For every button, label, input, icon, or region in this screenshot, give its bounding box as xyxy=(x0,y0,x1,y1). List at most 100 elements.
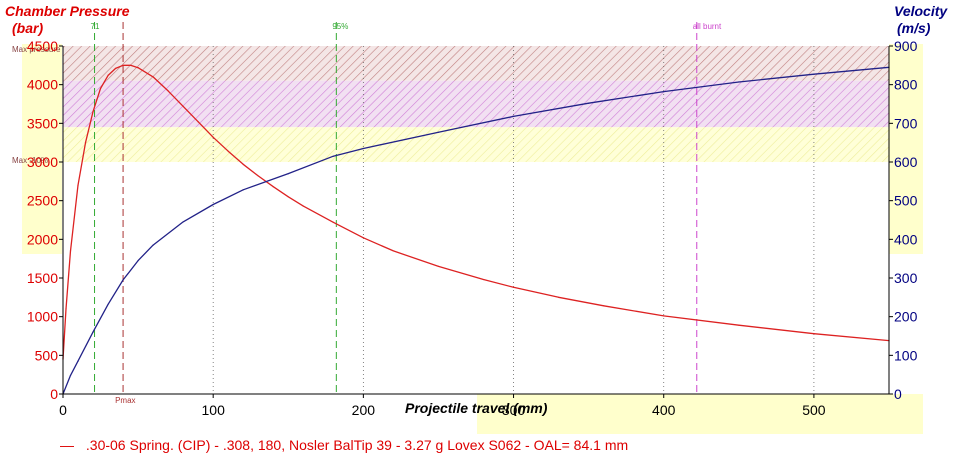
series-0-point-21 xyxy=(287,196,289,198)
series-1-point-17 xyxy=(663,91,665,93)
right-shade xyxy=(889,44,923,254)
x-tick-label-5: 500 xyxy=(802,402,826,418)
series-0-point-9 xyxy=(122,64,124,66)
series-0-point-5 xyxy=(92,111,94,113)
series-1-point-12 xyxy=(332,155,334,157)
series-0-point-29 xyxy=(558,296,560,298)
series-0-point-20 xyxy=(272,186,274,188)
pressure-bands: Max pressure Max -10% xyxy=(12,45,889,165)
x-tick-label-0: 0 xyxy=(59,402,67,418)
band-label-2: Max -10% xyxy=(12,156,48,165)
series-0-point-28 xyxy=(512,286,515,288)
series-0-point-8 xyxy=(114,67,117,70)
series-0-point-4 xyxy=(84,142,87,144)
y-right-title-line2: (m/s) xyxy=(897,20,931,36)
y-left-tick-label-8: 4000 xyxy=(27,77,58,93)
series-1-point-6 xyxy=(137,260,139,262)
series-0-point-32 xyxy=(738,324,740,326)
series-1-point-3 xyxy=(92,331,94,333)
series-1-point-5 xyxy=(122,279,124,281)
y-right-tick-labels: 0 100 200 300 400 500 600 700 800 900 xyxy=(889,38,918,402)
x-tick-label-4: 400 xyxy=(652,402,676,418)
x-tick-label-1: 100 xyxy=(202,402,226,418)
y-left-tick-labels: 0 500 1000 1500 2000 2500 3000 3500 4000 4500 xyxy=(27,38,63,402)
series-1-point-13 xyxy=(362,147,364,150)
y-right-tick-label-3: 300 xyxy=(894,270,918,286)
series-0-point-14 xyxy=(182,105,184,107)
series-1-point-11 xyxy=(287,173,289,175)
y-left-tick-label-7: 3500 xyxy=(27,115,58,131)
series-1-point-15 xyxy=(512,115,515,117)
legend: — .30-06 Spring. (CIP) - .308, 180, Nosl… xyxy=(60,437,628,453)
left-shade xyxy=(22,44,62,254)
bottom-shade xyxy=(477,394,923,434)
y-right-title-line1: Velocity xyxy=(894,3,948,19)
y-left-title-line1: Chamber Pressure xyxy=(5,3,130,19)
marker-label-1: Pmax xyxy=(115,396,135,405)
y-right-tick-label-4: 400 xyxy=(894,231,918,247)
series-0-point-15 xyxy=(197,121,199,123)
series-0-point-3 xyxy=(77,184,79,186)
y-right-tick-label-0: 0 xyxy=(894,386,902,402)
markers: 71 Pmax 95% all burnt xyxy=(91,22,722,405)
series-1-point-2 xyxy=(77,360,79,362)
legend-text: .30-06 Spring. (CIP) - .308, 180, Nosler… xyxy=(85,437,629,453)
series-0-point-1 xyxy=(65,308,67,310)
series-0-point-16 xyxy=(212,136,214,138)
series-1-point-8 xyxy=(182,221,184,223)
band-0 xyxy=(63,46,889,81)
series-1-point-16 xyxy=(588,102,590,104)
series-0-point-24 xyxy=(362,237,364,239)
y-right-tick-label-2: 200 xyxy=(894,309,918,325)
series-1-point-7 xyxy=(152,244,154,246)
series-0-point-27 xyxy=(482,278,485,281)
x-tick-label-3: 300 xyxy=(502,402,526,418)
marker-label-0: 71 xyxy=(91,22,100,31)
series-0-point-10 xyxy=(129,64,132,66)
series-1-point-14 xyxy=(437,131,440,133)
series-0-point-2 xyxy=(69,250,72,252)
series-0-point-17 xyxy=(227,150,229,152)
series-1-point-19 xyxy=(813,73,815,75)
band-label-0: Max pressure xyxy=(12,45,61,54)
y-left-tick-label-5: 2500 xyxy=(27,193,58,209)
y-right-tick-label-6: 600 xyxy=(894,154,918,170)
series-0-point-23 xyxy=(332,221,334,223)
series-0-point-30 xyxy=(603,305,605,307)
y-left-tick-label-9: 4500 xyxy=(27,38,58,54)
y-left-tick-label-4: 2000 xyxy=(27,231,58,247)
band-1 xyxy=(63,80,889,128)
series-1-point-9 xyxy=(212,203,214,206)
x-axis-title: Projectile travel (mm) xyxy=(405,400,548,416)
y-right-tick-label-8: 800 xyxy=(894,77,918,93)
y-right-tick-label-1: 100 xyxy=(894,347,918,363)
series-1-point-18 xyxy=(738,81,740,83)
series-0-point-25 xyxy=(392,250,394,252)
y-right-tick-label-7: 700 xyxy=(894,115,918,131)
legend-marker: — xyxy=(60,437,74,453)
series-1-point-10 xyxy=(242,189,244,191)
x-tick-label-2: 200 xyxy=(352,402,376,418)
series-0-point-31 xyxy=(663,315,665,317)
series-1-point-4 xyxy=(107,303,109,305)
series-0-point-6 xyxy=(99,87,102,90)
marker-label-2: 95% xyxy=(332,22,348,31)
y-left-tick-label-3: 1500 xyxy=(27,270,58,286)
series-0-point-11 xyxy=(137,67,139,69)
y-left-tick-label-1: 500 xyxy=(35,347,59,363)
y-right-tick-label-5: 500 xyxy=(894,193,918,209)
series-0-point-7 xyxy=(107,74,109,76)
marker-label-3: all burnt xyxy=(693,22,722,31)
series-0-point-13 xyxy=(167,90,169,92)
series-0-point-22 xyxy=(302,205,304,207)
series-0-point-18 xyxy=(242,163,244,165)
series-0-point-19 xyxy=(257,175,259,177)
series-0-point-26 xyxy=(437,265,440,267)
series-1-point-1 xyxy=(69,374,72,377)
y-left-title-line2: (bar) xyxy=(12,20,43,36)
y-left-tick-label-0: 0 xyxy=(50,386,58,402)
y-left-tick-label-6: 3000 xyxy=(27,154,58,170)
y-left-tick-label-2: 1000 xyxy=(27,309,58,325)
y-right-tick-label-9: 900 xyxy=(894,38,918,54)
